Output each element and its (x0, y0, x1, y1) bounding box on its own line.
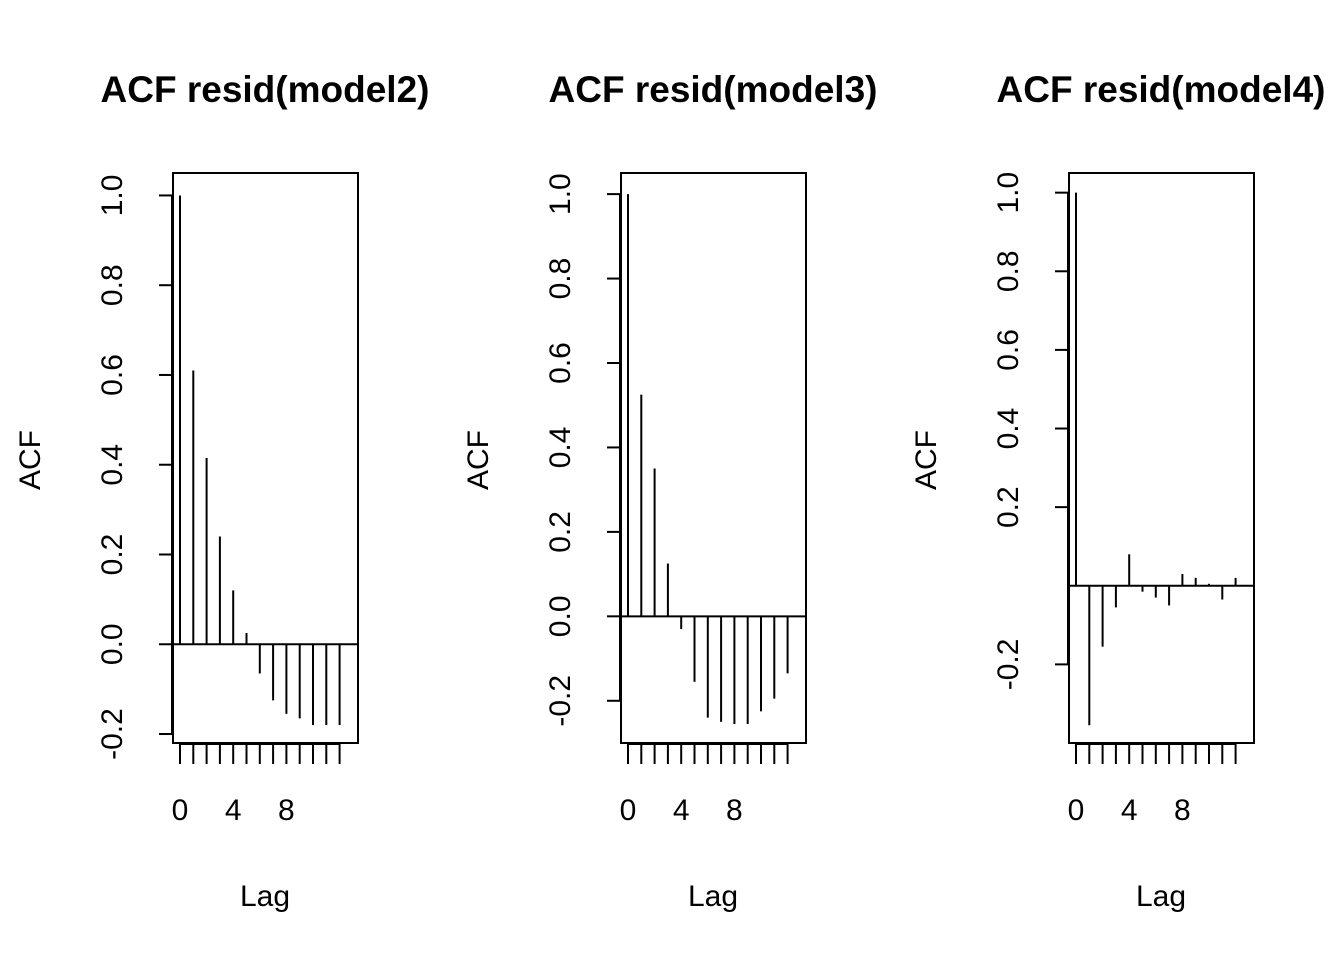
acf-panel-4: ACF resid(model4) -0.2 0.2 0.4 0.6 0.8 1.0 0 4 8 L… (910, 69, 1325, 913)
x-axis-label: Lag (1136, 880, 1186, 913)
y-tick-label: 0.8 (96, 264, 129, 306)
y-axis-label: ACF (14, 430, 47, 490)
x-tick-label: 8 (726, 794, 743, 827)
y-tick-label: 0.6 (544, 342, 577, 384)
y-tick-label: 0.0 (544, 595, 577, 637)
x-tick-label: 0 (620, 794, 637, 827)
y-tick-label: 0.6 (992, 329, 1025, 371)
x-tick-label: 8 (278, 794, 295, 827)
y-tick-label: -0.2 (544, 675, 577, 727)
acf-panel-3: ACF resid(model3) -0.2 0.0 0.2 0.4 0.6 0.8 1.0 0… (462, 69, 877, 913)
y-tick-label: 0.2 (96, 534, 129, 576)
plot-frame (1068, 172, 1255, 744)
x-tick-label: 0 (1068, 794, 1085, 827)
plot-frame (172, 172, 359, 744)
y-tick-label: 0.2 (992, 486, 1025, 528)
y-axis-label: ACF (462, 430, 495, 490)
x-tick-label: 8 (1174, 794, 1191, 827)
x-tick-label: 4 (1121, 794, 1138, 827)
y-tick-label: 0.2 (544, 511, 577, 553)
x-tick-label: 0 (172, 794, 189, 827)
chart-title: ACF resid(model3) (549, 69, 878, 110)
y-tick-label: 0.8 (992, 250, 1025, 292)
y-tick-label: -0.2 (96, 708, 129, 760)
chart-title: ACF resid(model2) (101, 69, 430, 110)
y-tick-label: 0.4 (96, 444, 129, 486)
y-tick-label: 1.0 (992, 172, 1025, 214)
y-tick-label: 1.0 (96, 175, 129, 217)
y-tick-label: 0.0 (96, 623, 129, 665)
y-tick-label: -0.2 (992, 639, 1025, 691)
acf-panel-2: ACF resid(model2) -0.2 0.0 0.2 0.4 0.6 0.8 1.0 0… (14, 69, 429, 913)
y-tick-label: 0.4 (544, 427, 577, 469)
y-tick-label: 0.4 (992, 408, 1025, 450)
x-axis-label: Lag (240, 880, 290, 913)
y-tick-label: 1.0 (544, 173, 577, 215)
x-tick-label: 4 (225, 794, 242, 827)
y-tick-label: 0.6 (96, 354, 129, 396)
x-axis-label: Lag (688, 880, 738, 913)
plot-frame (620, 172, 807, 744)
chart-title: ACF resid(model4) (997, 69, 1326, 110)
x-tick-label: 4 (673, 794, 690, 827)
y-tick-label: 0.8 (544, 258, 577, 300)
y-axis-label: ACF (910, 430, 943, 490)
